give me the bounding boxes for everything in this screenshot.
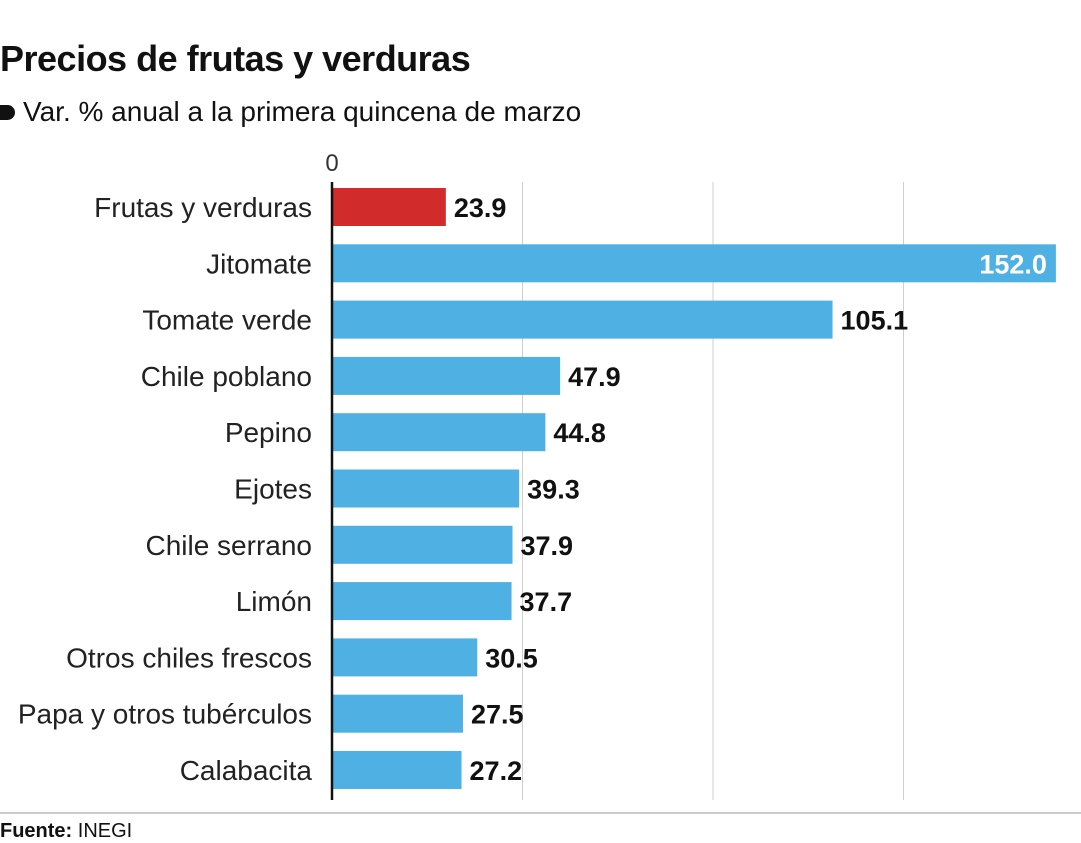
bar [332,694,463,733]
data-label: 30.5 [485,643,538,673]
data-label: 37.7 [520,587,573,617]
chart-subtitle: Var. % anual a la primera quincena de ma… [23,96,582,127]
data-label: 152.0 [979,249,1047,279]
category-label: Limón [236,586,312,617]
category-label: Calabacita [180,755,313,786]
source-label: Fuente: [0,820,73,842]
data-label: 27.2 [470,756,523,786]
bar [332,300,833,339]
bullet-icon [0,104,15,120]
data-label: 39.3 [527,475,580,505]
bar [332,469,520,508]
data-label: 44.8 [553,418,606,448]
category-label: Papa y otros tubérculos [18,699,312,730]
source-value: INEGI [77,820,133,842]
bar [332,244,1056,283]
category-label: Chile serrano [145,530,312,561]
bar [332,413,546,452]
data-label: 47.9 [568,362,621,392]
category-label: Frutas y verduras [94,192,312,223]
category-label: Otros chiles frescos [66,642,312,673]
category-label: Tomate verde [142,305,312,336]
bar [332,638,478,677]
bar [332,582,512,621]
chart-title: Precios de frutas y verduras [0,38,471,79]
category-label: Ejotes [234,474,312,505]
category-label: Pepino [225,417,312,448]
category-label: Jitomate [206,248,312,279]
bar [332,356,561,395]
data-label: 27.5 [471,700,524,730]
data-label: 23.9 [454,193,507,223]
category-label: Chile poblano [141,361,312,392]
source-note: Fuente: INEGI [0,820,132,843]
bar-highlight [332,188,446,226]
bar [332,525,513,564]
bar [332,751,462,789]
subtitle-row: Var. % anual a la primera quincena de ma… [0,96,581,128]
data-label: 37.9 [520,531,573,561]
axis-tick-label: 0 [325,150,338,177]
data-label: 105.1 [841,306,909,336]
